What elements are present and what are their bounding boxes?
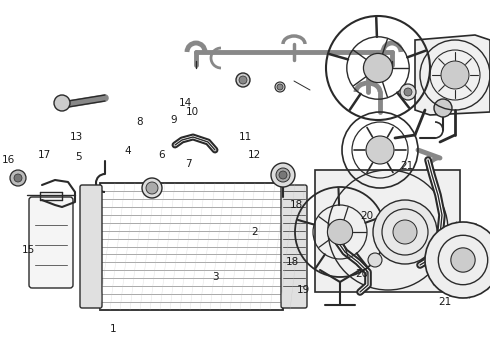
Polygon shape xyxy=(415,35,490,115)
Circle shape xyxy=(373,200,437,264)
Text: 16: 16 xyxy=(2,155,16,165)
Circle shape xyxy=(271,163,295,187)
Circle shape xyxy=(279,171,287,179)
Circle shape xyxy=(368,253,382,267)
Circle shape xyxy=(146,182,158,194)
Circle shape xyxy=(434,99,452,117)
Text: 19: 19 xyxy=(297,285,311,295)
Circle shape xyxy=(364,53,392,82)
Text: 9: 9 xyxy=(171,114,177,125)
Text: 2: 2 xyxy=(251,227,258,237)
Bar xyxy=(100,183,283,310)
Text: 8: 8 xyxy=(136,117,143,127)
Circle shape xyxy=(10,170,26,186)
Text: 14: 14 xyxy=(178,98,192,108)
Circle shape xyxy=(366,136,394,164)
Circle shape xyxy=(54,95,70,111)
Circle shape xyxy=(276,168,290,182)
Text: 6: 6 xyxy=(158,150,165,160)
Text: 10: 10 xyxy=(186,107,198,117)
Text: 18: 18 xyxy=(285,257,299,267)
Text: 21: 21 xyxy=(438,297,452,307)
Text: 17: 17 xyxy=(37,150,51,160)
Text: 1: 1 xyxy=(109,324,116,334)
Circle shape xyxy=(451,248,475,272)
Text: 3: 3 xyxy=(212,272,219,282)
Text: 13: 13 xyxy=(69,132,83,142)
Text: 21: 21 xyxy=(400,161,414,171)
Text: 5: 5 xyxy=(75,152,82,162)
Circle shape xyxy=(400,84,416,100)
Circle shape xyxy=(239,76,247,84)
Text: 20: 20 xyxy=(355,269,368,279)
Circle shape xyxy=(142,178,162,198)
Circle shape xyxy=(393,220,417,244)
Circle shape xyxy=(236,73,250,87)
Text: 11: 11 xyxy=(238,132,252,142)
Polygon shape xyxy=(315,170,460,292)
Text: 7: 7 xyxy=(185,159,192,169)
Text: 15: 15 xyxy=(22,245,35,255)
Text: 12: 12 xyxy=(248,150,262,160)
FancyBboxPatch shape xyxy=(29,197,73,288)
Circle shape xyxy=(277,84,283,90)
Circle shape xyxy=(425,222,490,298)
Circle shape xyxy=(404,88,412,96)
Circle shape xyxy=(275,82,285,92)
Circle shape xyxy=(327,219,353,244)
FancyBboxPatch shape xyxy=(281,185,307,308)
Circle shape xyxy=(441,61,469,89)
Text: 20: 20 xyxy=(360,211,373,221)
Text: 4: 4 xyxy=(124,146,131,156)
Circle shape xyxy=(14,174,22,182)
FancyBboxPatch shape xyxy=(80,185,102,308)
Text: 18: 18 xyxy=(290,200,303,210)
